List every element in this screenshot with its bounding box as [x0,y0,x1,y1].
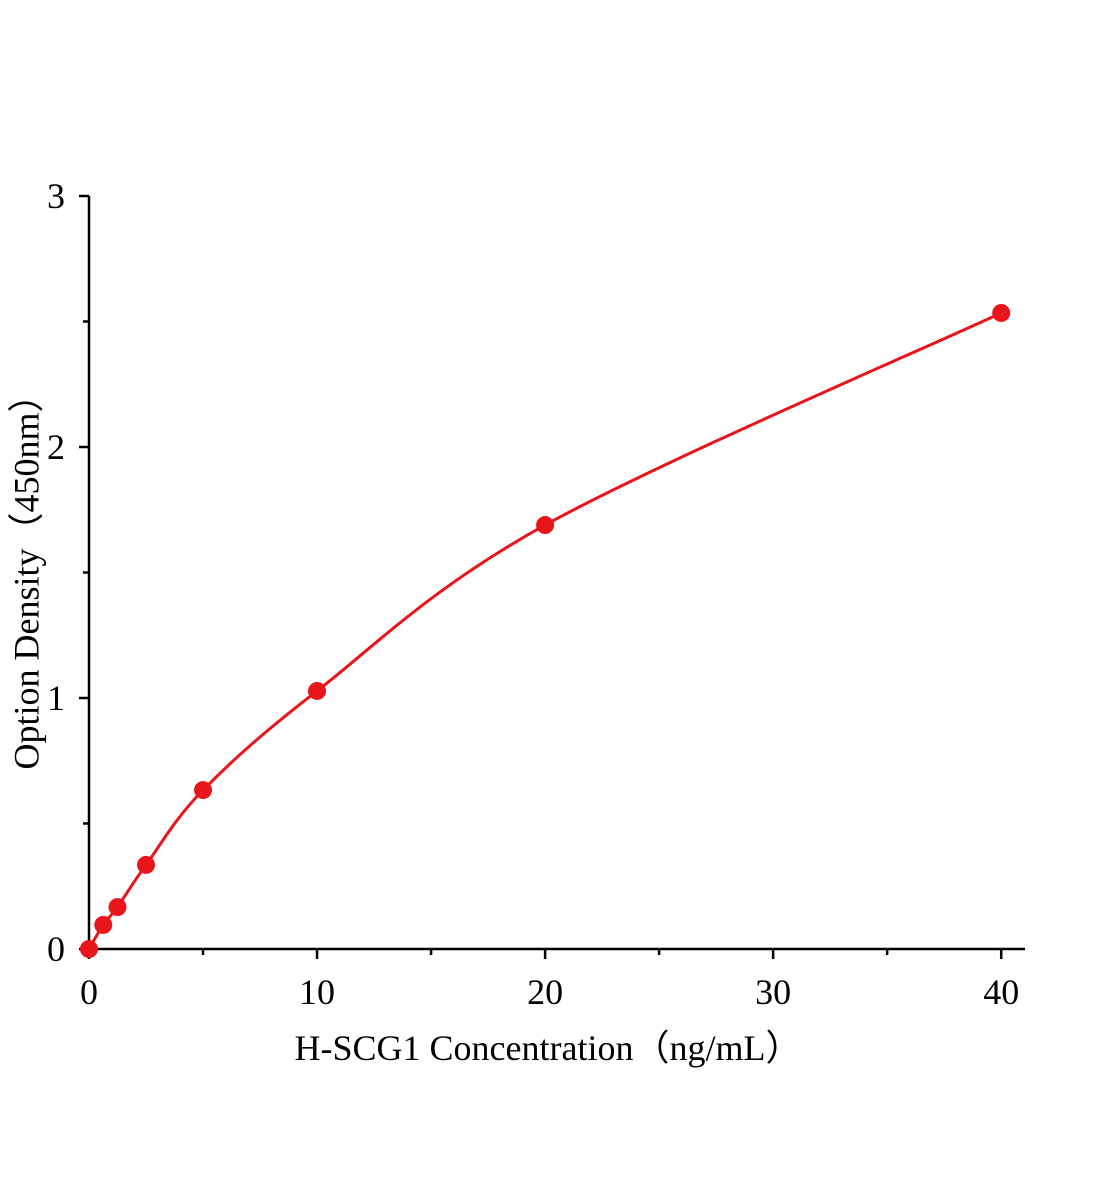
data-point [108,898,127,917]
data-point [194,781,213,800]
data-point [80,940,98,958]
x-tick-label: 0 [80,972,98,1012]
y-tick-label: 0 [47,929,65,969]
x-tick-label: 20 [527,972,563,1012]
y-tick-label: 1 [47,678,65,718]
x-tick-label: 10 [299,972,335,1012]
data-point [137,855,156,874]
y-tick-label: 2 [47,427,65,467]
x-tick-label: 40 [983,972,1019,1012]
data-point [308,681,327,700]
y-axis-label: Option Density（450nm） [6,377,46,770]
data-point [94,915,113,934]
y-tick-label: 3 [47,176,65,216]
x-axis-label: H-SCG1 Concentration（ng/mL） [295,1028,802,1068]
x-tick-label: 30 [755,972,791,1012]
data-point [536,516,555,535]
data-point [992,303,1011,322]
fit-curve [87,311,1002,950]
